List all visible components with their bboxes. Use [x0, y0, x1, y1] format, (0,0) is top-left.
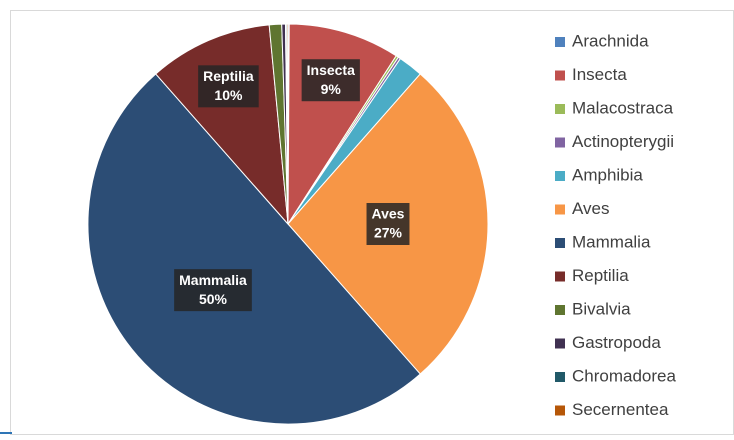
data-label-name: Insecta: [307, 62, 355, 78]
legend-swatch: [555, 171, 565, 181]
legend-label: Malacostraca: [572, 98, 674, 117]
legend-label: Mammalia: [572, 232, 651, 251]
legend-swatch: [555, 137, 565, 148]
data-label-name: Reptilia: [203, 68, 254, 84]
legend-label: Arachnida: [572, 31, 649, 50]
data-label-value: 27%: [374, 225, 403, 241]
legend-label: Amphibia: [572, 165, 643, 184]
legend-label: Chromadorea: [572, 366, 676, 385]
data-label-name: Mammalia: [179, 272, 247, 288]
legend-swatch: [555, 271, 565, 282]
legend-label: Reptilia: [572, 266, 629, 285]
legend-swatch: [555, 238, 565, 248]
legend-label: Actinopterygii: [572, 132, 674, 151]
legend-swatch: [555, 37, 565, 47]
pie-slice: [87, 73, 421, 425]
legend-swatch: [555, 372, 565, 382]
legend-swatch: [555, 104, 565, 114]
data-label: Mammalia 50%: [174, 269, 252, 312]
legend-swatch: [555, 305, 565, 315]
data-label-box: [174, 269, 252, 312]
legend-swatch: [555, 405, 565, 416]
legend-label: Gastropoda: [572, 333, 661, 352]
data-label-name: Aves: [372, 206, 405, 222]
data-label-value: 9%: [321, 81, 342, 97]
legend-label: Aves: [572, 199, 610, 218]
pie-slice: [286, 23, 289, 225]
legend-label: Insecta: [572, 65, 627, 84]
data-label-box: [366, 203, 410, 245]
legend-label: Bivalvia: [572, 299, 631, 318]
data-label: Insecta 9%: [301, 59, 360, 102]
data-label-box: [198, 65, 259, 108]
data-label: Aves 27%: [366, 203, 410, 245]
legend-swatch: [555, 204, 565, 215]
legend-label: Secernentea: [572, 400, 669, 419]
data-label: Reptilia 10%: [198, 65, 259, 108]
legend-swatch: [555, 70, 565, 81]
data-label-value: 10%: [214, 87, 243, 103]
data-label-value: 50%: [199, 291, 228, 307]
data-label-box: [301, 59, 360, 102]
legend-swatch: [555, 338, 565, 349]
